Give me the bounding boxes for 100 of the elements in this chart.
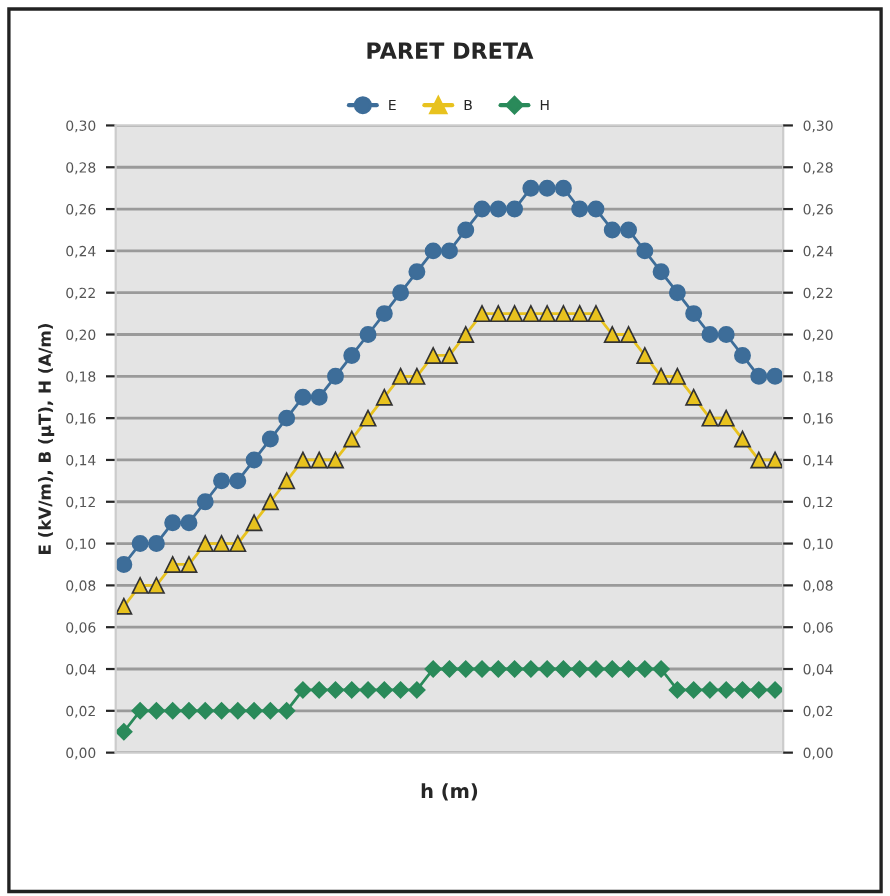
point — [636, 242, 654, 260]
point — [245, 514, 263, 532]
point — [180, 556, 198, 573]
point — [294, 451, 312, 469]
point — [115, 723, 133, 741]
point — [408, 263, 426, 281]
point — [457, 660, 475, 678]
point — [440, 346, 458, 364]
point — [343, 430, 361, 448]
point — [213, 535, 230, 553]
point — [131, 576, 149, 594]
point — [636, 346, 654, 364]
point — [571, 660, 589, 678]
point — [603, 660, 621, 678]
point — [424, 346, 442, 364]
point — [375, 388, 393, 406]
point — [473, 305, 491, 323]
point — [554, 660, 573, 678]
point — [603, 326, 621, 343]
point — [506, 200, 524, 218]
point — [213, 472, 230, 490]
point — [245, 702, 263, 720]
point — [245, 451, 263, 469]
point — [196, 535, 214, 553]
point — [277, 702, 296, 720]
point — [261, 493, 279, 511]
point — [326, 681, 345, 699]
point — [261, 702, 280, 720]
point — [766, 451, 784, 469]
point — [766, 681, 784, 699]
point — [440, 242, 458, 260]
point — [440, 660, 459, 678]
point — [310, 388, 328, 406]
point — [163, 702, 182, 720]
point — [229, 535, 247, 553]
point — [131, 702, 149, 720]
point — [717, 681, 735, 699]
point — [733, 681, 752, 699]
point — [164, 514, 182, 532]
point — [294, 388, 312, 406]
point — [147, 702, 166, 720]
point — [685, 305, 703, 323]
point — [734, 346, 751, 364]
point — [147, 576, 165, 594]
point — [538, 660, 556, 678]
point — [473, 660, 491, 678]
point — [147, 535, 165, 553]
point — [619, 660, 638, 678]
point — [685, 388, 703, 406]
point — [310, 451, 328, 469]
point — [571, 200, 589, 218]
point — [701, 409, 719, 427]
point — [375, 305, 393, 323]
point — [392, 284, 410, 302]
point — [310, 681, 328, 699]
point — [489, 305, 507, 323]
point — [359, 326, 377, 343]
point — [668, 681, 687, 699]
point — [229, 702, 247, 720]
point — [505, 660, 524, 678]
point — [506, 305, 524, 323]
point — [734, 430, 751, 448]
point — [522, 179, 540, 197]
point — [343, 346, 361, 364]
point — [538, 179, 556, 197]
point — [750, 681, 768, 699]
point — [750, 367, 768, 385]
point — [359, 681, 377, 699]
point — [587, 200, 605, 218]
point — [180, 514, 198, 532]
point — [489, 200, 507, 218]
point — [164, 556, 182, 573]
point — [359, 409, 377, 427]
point — [278, 472, 296, 490]
point — [554, 179, 572, 197]
point — [196, 493, 214, 511]
point — [278, 409, 296, 427]
point — [620, 221, 638, 239]
point — [684, 681, 703, 699]
point — [375, 681, 394, 699]
point — [424, 242, 442, 260]
y-axis-title: E (kV/m), B (µT), H (A/m) — [38, 324, 55, 554]
point — [522, 305, 540, 323]
point — [261, 430, 279, 448]
point — [766, 367, 784, 385]
point — [620, 326, 638, 343]
point — [115, 597, 133, 615]
point — [571, 305, 589, 323]
point — [652, 660, 670, 678]
point — [457, 221, 475, 239]
point — [538, 305, 556, 323]
chart-title: PARET DRETA — [367, 42, 534, 59]
point — [391, 681, 410, 699]
point — [327, 367, 344, 385]
point — [554, 305, 572, 323]
point — [180, 702, 198, 720]
point — [196, 702, 214, 720]
point — [668, 284, 686, 302]
point — [457, 326, 475, 343]
point — [115, 556, 133, 573]
